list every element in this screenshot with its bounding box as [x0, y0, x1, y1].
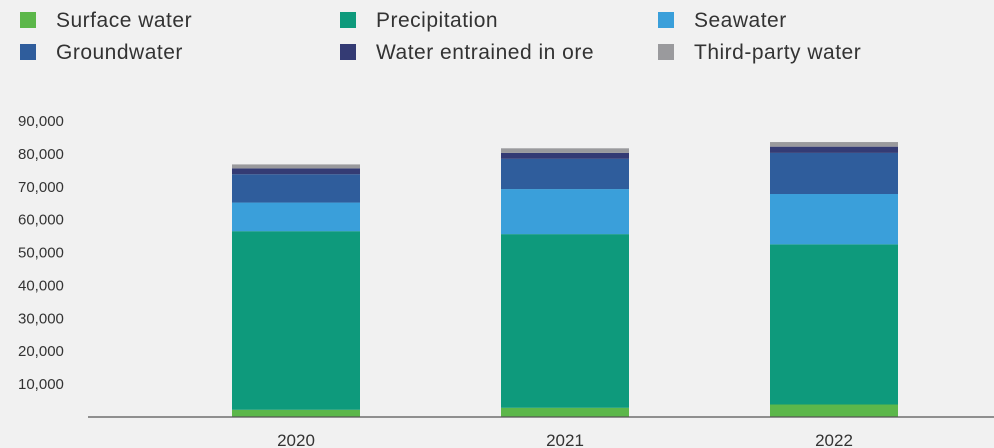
legend-item-third-party-water: Third-party water	[658, 41, 861, 64]
x-axis: 2020 2021 2022	[277, 431, 853, 448]
bar-stack-2021	[501, 148, 629, 417]
bar-segment-water-entrained-in-ore	[232, 168, 360, 175]
y-tick-label: 30,000	[18, 310, 64, 327]
legend-label: Surface water	[56, 9, 192, 32]
legend-item-precipitation: Precipitation	[340, 9, 498, 32]
bar-stack-2022	[770, 142, 898, 417]
y-tick-label: 40,000	[18, 277, 64, 294]
bar-segment-surface-water	[501, 407, 629, 417]
legend-swatch	[658, 44, 674, 60]
bar-segment-seawater	[501, 189, 629, 235]
legend-item-water-entrained-in-ore: Water entrained in ore	[340, 41, 594, 64]
legend-label: Third-party water	[694, 41, 861, 64]
x-tick-label: 2022	[815, 431, 853, 448]
legend-label: Precipitation	[376, 9, 498, 32]
bar-segment-groundwater	[232, 174, 360, 203]
legend-label: Seawater	[694, 9, 787, 32]
bars	[232, 142, 898, 417]
bar-segment-precipitation	[770, 244, 898, 405]
bar-segment-groundwater	[770, 152, 898, 195]
bar-segment-third-party-water	[501, 148, 629, 153]
y-tick-label: 20,000	[18, 343, 64, 360]
legend-item-surface-water: Surface water	[20, 9, 192, 32]
legend-label: Groundwater	[56, 41, 183, 64]
y-tick-label: 80,000	[18, 146, 64, 163]
x-tick-label: 2021	[546, 431, 584, 448]
legend-swatch	[340, 44, 356, 60]
bar-segment-water-entrained-in-ore	[501, 152, 629, 159]
bar-segment-third-party-water	[232, 164, 360, 169]
legend-swatch	[20, 12, 36, 28]
y-axis: 10,000 20,000 30,000 40,000 50,000 60,000 70,0…	[18, 113, 64, 393]
legend-swatch	[20, 44, 36, 60]
bar-segment-third-party-water	[770, 142, 898, 147]
y-tick-label: 10,000	[18, 376, 64, 393]
legend: Surface water Precipitation Seawater Ground…	[20, 9, 861, 64]
bar-segment-water-entrained-in-ore	[770, 146, 898, 153]
bar-segment-surface-water	[232, 409, 360, 417]
y-tick-label: 70,000	[18, 179, 64, 196]
legend-swatch	[340, 12, 356, 28]
legend-item-groundwater: Groundwater	[20, 41, 183, 64]
y-tick-label: 90,000	[18, 113, 64, 130]
bar-stack-2020	[232, 164, 360, 417]
bar-segment-precipitation	[501, 234, 629, 408]
y-tick-label: 50,000	[18, 245, 64, 262]
bar-segment-seawater	[770, 194, 898, 245]
y-tick-label: 60,000	[18, 212, 64, 229]
legend-label: Water entrained in ore	[376, 41, 594, 64]
bar-segment-precipitation	[232, 231, 360, 410]
legend-item-seawater: Seawater	[658, 9, 787, 32]
bar-segment-groundwater	[501, 158, 629, 190]
bar-segment-seawater	[232, 202, 360, 232]
bar-segment-surface-water	[770, 404, 898, 417]
legend-swatch	[658, 12, 674, 28]
x-tick-label: 2020	[277, 431, 315, 448]
